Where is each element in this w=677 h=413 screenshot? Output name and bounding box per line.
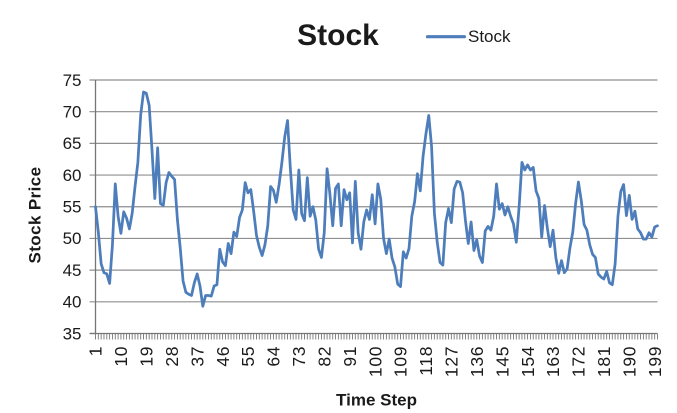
svg-text:154: 154 [518, 346, 538, 377]
svg-text:75: 75 [63, 71, 82, 90]
svg-text:82: 82 [315, 346, 335, 367]
svg-text:40: 40 [63, 293, 82, 312]
svg-text:65: 65 [63, 134, 82, 153]
svg-text:35: 35 [63, 324, 82, 343]
svg-text:1: 1 [86, 346, 106, 356]
svg-text:28: 28 [162, 346, 182, 367]
svg-text:45: 45 [63, 261, 82, 280]
svg-text:55: 55 [238, 346, 258, 367]
svg-text:118: 118 [416, 346, 436, 376]
svg-text:109: 109 [391, 346, 411, 377]
svg-text:145: 145 [492, 346, 512, 377]
svg-text:70: 70 [63, 103, 82, 122]
svg-text:73: 73 [289, 346, 309, 367]
svg-text:199: 199 [645, 346, 665, 377]
svg-text:136: 136 [467, 346, 487, 377]
svg-text:163: 163 [543, 346, 563, 377]
svg-text:181: 181 [594, 346, 614, 377]
svg-text:50: 50 [63, 229, 82, 248]
svg-text:37: 37 [187, 346, 207, 367]
svg-text:Time Step: Time Step [336, 391, 417, 410]
svg-text:10: 10 [111, 346, 131, 367]
svg-text:172: 172 [569, 346, 589, 377]
svg-text:91: 91 [340, 346, 360, 367]
svg-text:60: 60 [63, 166, 82, 185]
svg-text:55: 55 [63, 198, 82, 217]
svg-text:Stock Price: Stock Price [26, 166, 45, 263]
svg-text:19: 19 [137, 346, 157, 367]
svg-text:127: 127 [442, 346, 462, 377]
svg-text:190: 190 [620, 346, 640, 377]
svg-text:64: 64 [264, 346, 284, 367]
svg-text:100: 100 [365, 346, 385, 377]
svg-text:46: 46 [213, 346, 233, 367]
svg-text:Stock: Stock [468, 27, 511, 46]
svg-text:Stock: Stock [297, 19, 379, 52]
